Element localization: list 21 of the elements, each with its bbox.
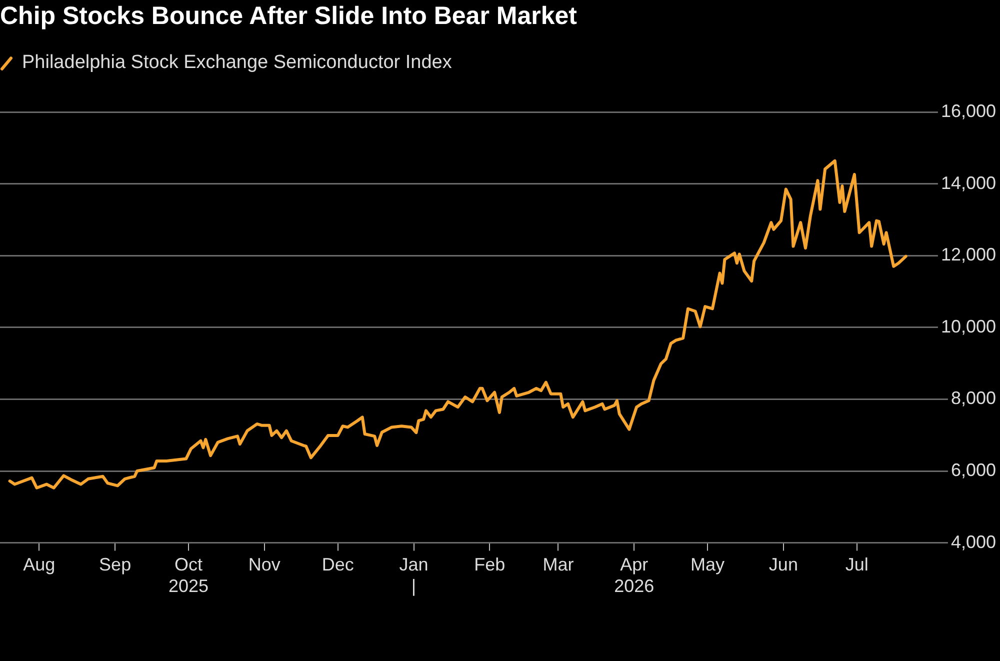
x-tick-label: Apr 2026: [614, 554, 654, 596]
chart-title: Chip Stocks Bounce After Slide Into Bear Market: [0, 2, 577, 31]
y-tick-label: 4,000: [950, 532, 996, 552]
x-tick-label: Jul: [845, 554, 868, 575]
y-tick-label: 8,000: [950, 388, 996, 408]
y-tick-label: 16,000: [940, 100, 996, 121]
x-tick-label: Dec: [322, 554, 354, 575]
x-tick-label: Jan |: [399, 554, 428, 596]
x-tick-label: Jun: [768, 554, 798, 575]
x-tick-label: Aug: [23, 554, 56, 575]
x-tick-label: Nov: [248, 554, 280, 575]
x-tick-label: Oct 2025: [168, 554, 209, 596]
y-tick-label: 14,000: [940, 172, 996, 193]
y-tick-label: 12,000: [940, 244, 996, 265]
y-tick-label: 6,000: [950, 460, 996, 480]
x-tick-label: Feb: [474, 554, 506, 575]
x-tick-label: Sep: [99, 554, 132, 575]
legend-label: Philadelphia Stock Exchange Semiconductor Index: [22, 52, 452, 74]
x-tick-label: Mar: [542, 554, 574, 575]
y-tick-label: 10,000: [940, 316, 996, 336]
x-tick-label: May: [690, 554, 725, 575]
